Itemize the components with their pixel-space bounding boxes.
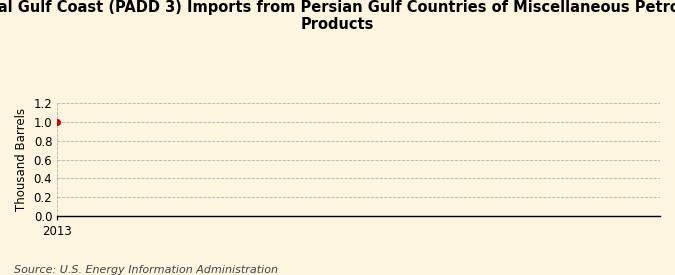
Y-axis label: Thousand Barrels: Thousand Barrels <box>15 108 28 211</box>
Text: Source: U.S. Energy Information Administration: Source: U.S. Energy Information Administ… <box>14 265 277 275</box>
Text: Annual Gulf Coast (PADD 3) Imports from Persian Gulf Countries of Miscellaneous : Annual Gulf Coast (PADD 3) Imports from … <box>0 0 675 32</box>
